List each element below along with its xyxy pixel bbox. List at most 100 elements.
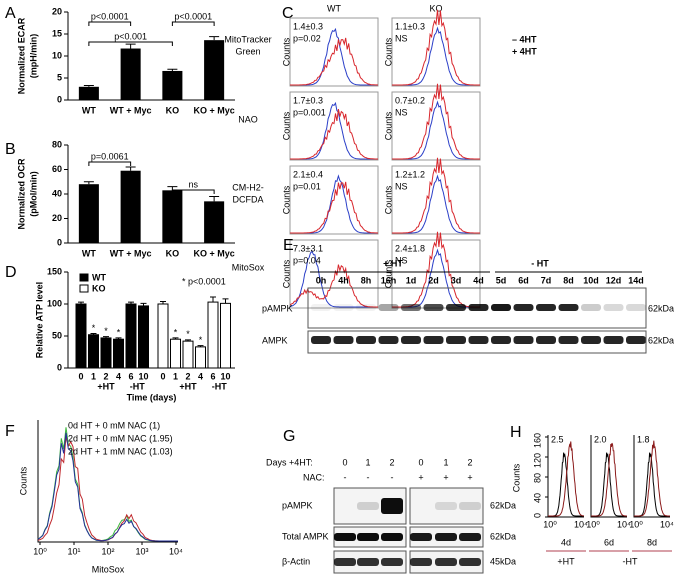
y-axis-label: Counts xyxy=(281,185,291,214)
error-bar xyxy=(209,195,220,202)
annotation: p<0.001 xyxy=(114,31,147,41)
band xyxy=(381,498,403,514)
lane-label: + xyxy=(418,472,423,482)
lane-label: 1d xyxy=(406,275,417,285)
significance-marker: * xyxy=(92,323,96,333)
y-axis-label: Counts xyxy=(383,37,393,66)
band xyxy=(334,558,356,566)
x-tick-label: 6 xyxy=(128,371,133,381)
band xyxy=(581,336,601,344)
p-value: p=0.001 xyxy=(293,107,326,117)
kda-label: 45kDa xyxy=(490,556,516,566)
band xyxy=(459,533,481,541)
lane-label: 12d xyxy=(606,275,622,285)
stat-value: 2.4±1.8 xyxy=(395,243,425,253)
y-tick-label: 0 xyxy=(57,94,62,104)
axes xyxy=(590,435,627,518)
bracket xyxy=(88,21,132,26)
bar xyxy=(120,48,141,100)
lane-label: 0 xyxy=(342,457,347,467)
row-label: CM-H2- xyxy=(232,182,264,192)
legend-label: + 4HT xyxy=(512,46,537,56)
lane-label: 2 xyxy=(467,457,472,467)
band xyxy=(381,558,403,566)
annotation: ns xyxy=(188,179,198,189)
x-tick-label: WT xyxy=(82,248,96,258)
band xyxy=(536,336,556,344)
legend-label: – 4HT xyxy=(512,34,537,44)
significance-marker: * xyxy=(199,335,203,345)
band xyxy=(357,533,379,541)
kda-label: 62kDa xyxy=(648,303,674,313)
annotation: p<0.0001 xyxy=(91,11,129,21)
y-tick-label: 20 xyxy=(52,6,62,16)
error-bar xyxy=(222,298,229,304)
ratio-label: 2.5 xyxy=(551,434,564,444)
band xyxy=(558,304,579,311)
group-label: +HT xyxy=(557,556,575,566)
panel-label: D xyxy=(5,264,17,281)
annotation: p=0.0061 xyxy=(91,151,129,161)
bar xyxy=(78,184,99,243)
band xyxy=(423,336,444,344)
lane-label: 5d xyxy=(496,275,507,285)
stat-value: 2.1±0.4 xyxy=(293,169,323,179)
x-axis-label: MitoSox xyxy=(92,564,125,574)
row-label: pAMPK xyxy=(282,500,313,510)
annotation: * p<0.0001 xyxy=(182,276,226,286)
band xyxy=(446,336,466,344)
row-label: Total AMPK xyxy=(282,531,329,541)
band xyxy=(401,304,421,311)
stat-value: 1.1±0.3 xyxy=(395,21,425,31)
histogram-curve xyxy=(392,83,480,160)
bar xyxy=(157,303,169,369)
y-tick-label: 80 xyxy=(532,473,542,483)
band xyxy=(435,558,457,566)
band xyxy=(603,304,624,311)
x-tick-label: 0 xyxy=(160,371,165,381)
y-tick-label: 40 xyxy=(532,493,542,503)
blot xyxy=(409,487,484,525)
lane-label: 8h xyxy=(361,275,372,285)
x-tick-label: 4 xyxy=(198,371,203,381)
p-value: NS xyxy=(395,107,408,117)
x-tick-label: 1 xyxy=(173,371,178,381)
histogram-curve xyxy=(37,432,178,542)
x-tick-label: 2 xyxy=(103,371,108,381)
band xyxy=(423,304,444,311)
histogram-curve xyxy=(392,157,480,234)
legend-swatch xyxy=(79,284,89,293)
lane-label: - xyxy=(344,472,347,482)
x-tick-label: 1 xyxy=(91,371,96,381)
x-tick-label: 10⁴ xyxy=(660,519,674,529)
y-tick-label: 80 xyxy=(52,139,62,149)
x-tick-label: 4 xyxy=(116,371,121,381)
bar xyxy=(120,170,141,243)
group-label: -HT xyxy=(212,381,227,391)
bracket xyxy=(171,189,215,194)
bar xyxy=(125,303,137,369)
y-tick-label: 20 xyxy=(52,213,62,223)
row-label: MitoTracker xyxy=(224,34,271,44)
row-label: pAMPK xyxy=(262,303,293,313)
error-bar xyxy=(90,332,97,335)
day-label: 6d xyxy=(604,537,614,547)
band xyxy=(356,336,376,344)
band xyxy=(558,336,579,344)
y-tick-label: 0 xyxy=(532,513,542,518)
band xyxy=(378,304,399,311)
y-axis-label: Normalized ECAR xyxy=(16,17,26,94)
stat-value: 1.4±0.3 xyxy=(293,21,323,31)
band xyxy=(626,304,646,311)
histogram-curve xyxy=(289,250,378,308)
significance-marker: * xyxy=(174,327,178,337)
y-tick-label: 160 xyxy=(532,433,542,448)
histogram-box xyxy=(391,17,481,87)
p-value: p=0.02 xyxy=(293,33,321,43)
stat-value: 1.7±0.3 xyxy=(293,95,323,105)
y-tick-label: 60 xyxy=(52,164,62,174)
legend-label: 0d HT + 0 mM NAC (1) xyxy=(68,420,160,430)
x-tick-label: 10⁰ xyxy=(586,519,600,529)
y-tick-label: 0 xyxy=(57,237,62,247)
band xyxy=(334,533,356,541)
